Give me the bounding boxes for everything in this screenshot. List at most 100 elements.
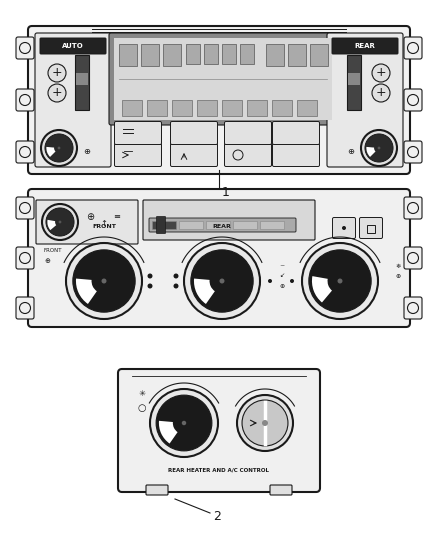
FancyBboxPatch shape [141,44,159,66]
FancyBboxPatch shape [332,217,356,238]
Wedge shape [312,276,332,303]
FancyBboxPatch shape [204,44,218,64]
FancyBboxPatch shape [170,143,218,166]
FancyBboxPatch shape [240,44,254,64]
FancyBboxPatch shape [16,247,34,269]
Text: ~: ~ [279,263,285,269]
Circle shape [59,221,61,223]
Circle shape [48,64,66,82]
FancyBboxPatch shape [272,100,292,116]
Text: ↙: ↙ [279,273,285,279]
FancyBboxPatch shape [297,100,317,116]
FancyBboxPatch shape [143,200,315,240]
FancyBboxPatch shape [16,297,34,319]
FancyBboxPatch shape [16,141,34,163]
Text: ⊕: ⊕ [84,148,91,157]
FancyBboxPatch shape [197,100,217,116]
Circle shape [191,250,253,312]
Text: FRONT: FRONT [92,224,116,230]
Circle shape [342,226,346,230]
Text: ↑: ↑ [100,219,107,228]
Text: ⊕: ⊕ [44,258,50,264]
Circle shape [48,84,66,102]
Circle shape [41,130,77,166]
FancyBboxPatch shape [146,485,168,495]
FancyBboxPatch shape [179,221,203,229]
FancyBboxPatch shape [76,73,88,85]
FancyBboxPatch shape [16,197,34,219]
FancyBboxPatch shape [266,44,284,66]
FancyBboxPatch shape [222,44,236,64]
Circle shape [173,284,179,288]
Text: ⊕: ⊕ [396,273,401,279]
FancyBboxPatch shape [16,37,34,59]
Wedge shape [159,421,177,443]
Circle shape [66,243,142,319]
FancyBboxPatch shape [222,100,242,116]
FancyBboxPatch shape [28,189,410,327]
Circle shape [102,279,106,284]
FancyBboxPatch shape [310,44,328,66]
FancyBboxPatch shape [109,33,337,125]
Text: ≡: ≡ [113,213,120,222]
FancyBboxPatch shape [152,221,176,229]
FancyBboxPatch shape [206,221,230,229]
Circle shape [365,134,393,162]
FancyBboxPatch shape [147,100,167,116]
FancyBboxPatch shape [233,221,257,229]
FancyBboxPatch shape [270,485,292,495]
FancyBboxPatch shape [186,44,200,64]
FancyBboxPatch shape [404,89,422,111]
Wedge shape [76,279,97,304]
Circle shape [268,279,272,283]
FancyBboxPatch shape [348,73,360,85]
FancyBboxPatch shape [114,122,162,144]
FancyBboxPatch shape [172,100,192,116]
Circle shape [302,243,378,319]
Text: REAR: REAR [355,43,375,49]
FancyBboxPatch shape [114,38,332,120]
FancyBboxPatch shape [347,55,361,110]
FancyBboxPatch shape [40,38,106,54]
FancyBboxPatch shape [156,216,166,233]
Circle shape [148,284,152,288]
Circle shape [378,147,381,149]
FancyBboxPatch shape [149,218,296,232]
Text: REAR HEATER AND A/C CONTROL: REAR HEATER AND A/C CONTROL [169,467,269,472]
Circle shape [57,147,60,149]
Text: AUTO: AUTO [62,43,84,49]
Circle shape [338,279,343,284]
FancyBboxPatch shape [404,141,422,163]
Circle shape [150,389,218,457]
Text: ❄: ❄ [396,263,401,269]
FancyBboxPatch shape [404,247,422,269]
Text: FRONT: FRONT [44,248,63,254]
Circle shape [361,130,397,166]
FancyBboxPatch shape [16,89,34,111]
Circle shape [184,243,260,319]
Wedge shape [46,147,56,157]
Circle shape [372,84,390,102]
FancyBboxPatch shape [35,33,111,167]
FancyBboxPatch shape [360,217,382,238]
Text: 1: 1 [222,187,230,199]
Wedge shape [47,220,56,230]
Circle shape [156,395,212,451]
Circle shape [45,134,73,162]
FancyBboxPatch shape [170,122,218,144]
Circle shape [173,273,179,279]
Text: REAR: REAR [212,224,231,230]
FancyBboxPatch shape [36,200,138,244]
Wedge shape [194,279,215,304]
Circle shape [46,208,74,236]
FancyBboxPatch shape [119,44,137,66]
Circle shape [219,279,225,284]
Text: ○: ○ [138,403,146,413]
Circle shape [182,421,186,425]
Text: +: + [376,67,386,79]
FancyBboxPatch shape [163,44,181,66]
Circle shape [73,250,135,312]
FancyBboxPatch shape [122,100,142,116]
Circle shape [42,204,78,240]
Circle shape [262,420,268,426]
